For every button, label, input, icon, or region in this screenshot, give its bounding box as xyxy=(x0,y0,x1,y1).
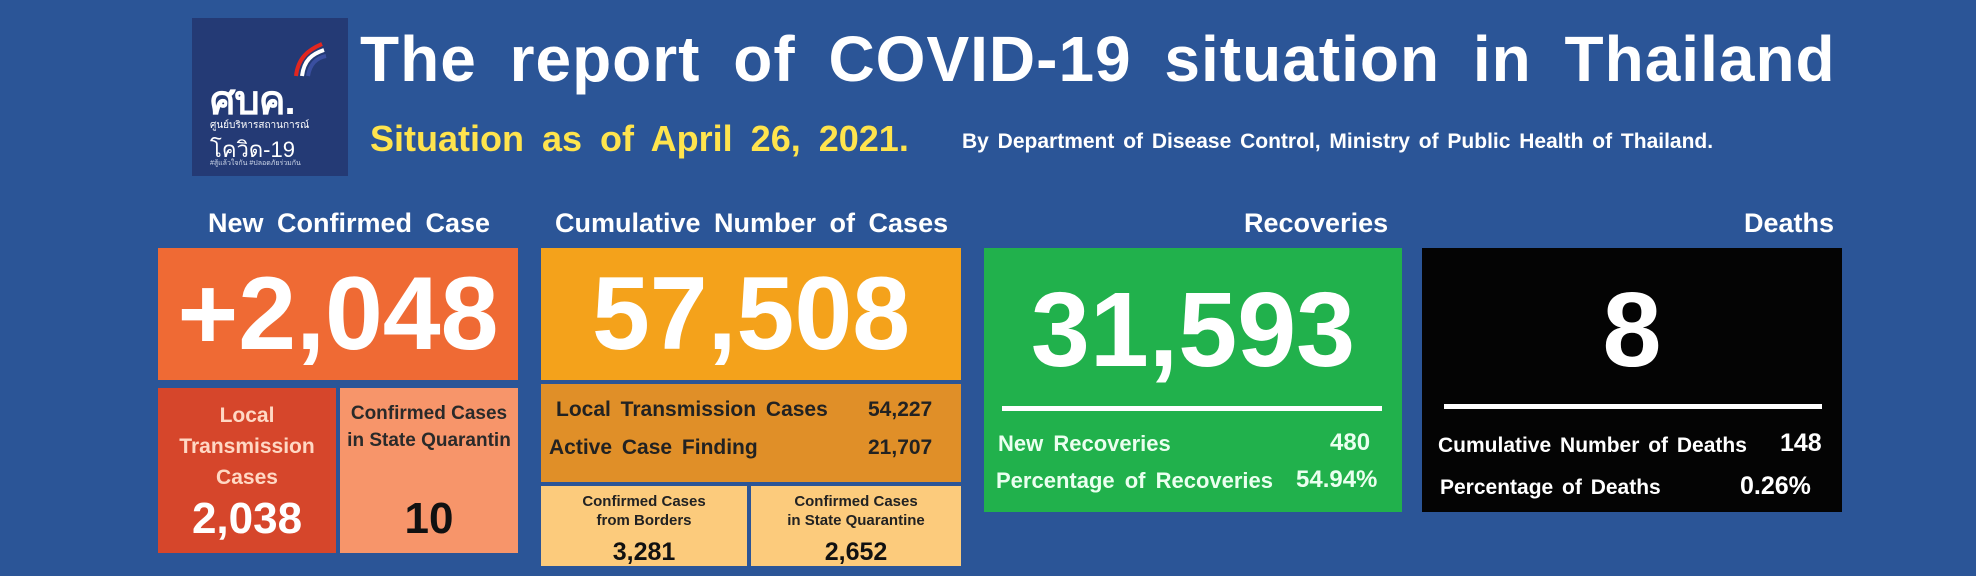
new-recoveries-label: New Recoveries xyxy=(998,431,1171,456)
label-line: in State Quarantin xyxy=(347,430,511,451)
cumulative-breakdown-panel xyxy=(541,384,961,482)
local-transmission-label: Local Transmission Cases xyxy=(158,400,336,493)
heading-deaths: Deaths xyxy=(1744,208,1835,238)
ccsa-logo: ศบค. ศูนย์บริหารสถานการณ์ โควิด-19 #สู้แ… xyxy=(192,18,348,176)
active-case-finding-value: 21,707 xyxy=(868,436,933,459)
quarantine-panel xyxy=(751,486,961,566)
quarantine-value: 2,652 xyxy=(824,538,888,566)
recoveries-value: 31,593 xyxy=(1030,271,1356,389)
deaths-value: 8 xyxy=(1602,271,1662,389)
deaths-percentage-label: Percentage of Deaths xyxy=(1440,476,1661,499)
borders-panel xyxy=(541,486,747,566)
label-line: Confirmed Cases xyxy=(794,493,918,510)
local-transmission-cases-value: 54,227 xyxy=(868,398,933,421)
logo-covid-text: โควิด-19 xyxy=(210,137,295,162)
divider xyxy=(1444,404,1822,409)
new-confirmed-value: +2,048 xyxy=(158,248,518,380)
label-line: Transmission xyxy=(179,435,315,458)
source-byline: By Department of Disease Control, Minist… xyxy=(962,130,1714,153)
new-recoveries-value: 480 xyxy=(1330,429,1371,456)
state-quarantine-panel xyxy=(340,388,518,553)
label-line: in State Quarantine xyxy=(787,512,925,529)
flag-ribbon-icon xyxy=(294,42,327,77)
logo-subtitle: ศูนย์บริหารสถานการณ์ xyxy=(210,120,310,131)
local-transmission-cases-label: Local Transmission Cases xyxy=(556,398,828,421)
divider xyxy=(1002,406,1382,411)
local-transmission-panel: Local Transmission Cases xyxy=(158,388,336,553)
quarantine-label: Confirmed Cases in State Quarantine xyxy=(751,492,961,530)
label-line: Local xyxy=(219,404,275,427)
logo-hashtags: #สู้แล้วใจกัน #ปลอดภัยร่วมกัน xyxy=(210,160,301,167)
local-transmission-value: 2,038 xyxy=(191,494,303,543)
heading-cumulative: Cumulative Number of Cases xyxy=(555,208,949,238)
borders-value: 3,281 xyxy=(612,538,676,566)
recoveries-panel xyxy=(984,248,1402,512)
borders-label: Confirmed Cases from Borders xyxy=(541,492,747,530)
deaths-panel xyxy=(1422,248,1842,512)
heading-recoveries: Recoveries xyxy=(1244,208,1389,238)
logo-mark: ศบค. xyxy=(210,79,296,123)
label-line: Confirmed Cases xyxy=(582,493,706,510)
recoveries-percentage-value: 54.94% xyxy=(1296,466,1378,493)
label-line: Cases xyxy=(216,466,278,489)
label-line: Confirmed Cases xyxy=(350,403,508,424)
situation-date: Situation as of April 26, 2021. xyxy=(370,118,909,159)
cumulative-deaths-value: 148 xyxy=(1780,429,1822,457)
state-quarantine-label: Confirmed Cases in State Quarantin xyxy=(340,400,518,454)
active-case-finding-label: Active Case Finding xyxy=(549,436,758,459)
heading-new-confirmed: New Confirmed Case xyxy=(208,208,491,238)
cumulative-deaths-label: Cumulative Number of Deaths xyxy=(1438,434,1747,457)
page-title: The report of COVID-19 situation in Thai… xyxy=(360,23,1836,95)
label-line: from Borders xyxy=(596,512,692,529)
deaths-percentage-value: 0.26% xyxy=(1740,472,1811,500)
state-quarantine-value: 10 xyxy=(404,494,454,543)
recoveries-percentage-label: Percentage of Recoveries xyxy=(996,468,1274,493)
cumulative-value: 57,508 xyxy=(541,248,961,380)
